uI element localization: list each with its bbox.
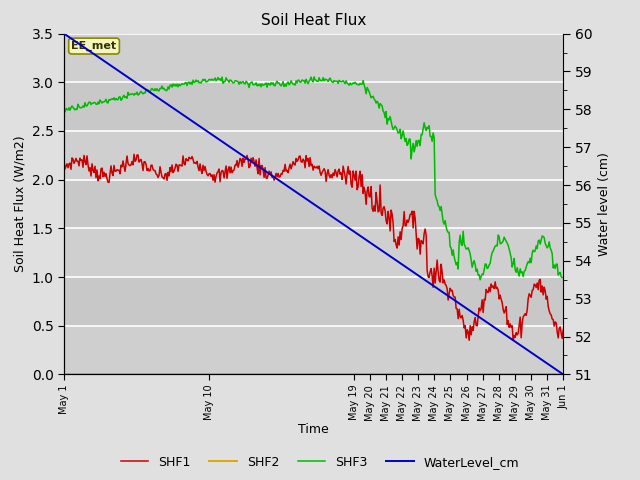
Text: EE_met: EE_met [72, 41, 116, 51]
SHF2 [357, 372, 365, 377]
WaterLevel_cm [547, 363, 555, 369]
X-axis label: Time: Time [298, 423, 329, 436]
SHF1 [298, 159, 306, 165]
SHF1 [332, 167, 339, 172]
SHF3 [297, 79, 305, 85]
WaterLevel_cm [357, 234, 365, 240]
WaterLevel_cm [330, 215, 338, 221]
SHF2 [330, 372, 338, 377]
SHF3 [310, 74, 318, 80]
Y-axis label: Soil Heat Flux (W/m2): Soil Heat Flux (W/m2) [13, 136, 26, 272]
Bar [64, 180, 563, 228]
SHF3 [300, 78, 308, 84]
Legend: SHF1, SHF2, SHF3, WaterLevel_cm: SHF1, SHF2, SHF3, WaterLevel_cm [115, 451, 525, 474]
SHF3 [559, 275, 567, 280]
Bar [64, 82, 563, 131]
SHF1 [130, 152, 138, 157]
SHF3 [358, 81, 366, 87]
SHF3 [476, 277, 484, 283]
SHF1 [549, 317, 557, 323]
Bar [64, 34, 563, 82]
WaterLevel_cm [300, 194, 308, 200]
WaterLevel_cm [297, 192, 305, 198]
SHF2 [297, 372, 305, 377]
SHF2 [469, 372, 477, 377]
SHF2 [60, 372, 68, 377]
SHF3 [332, 78, 339, 84]
WaterLevel_cm [559, 372, 567, 377]
Line: WaterLevel_cm: WaterLevel_cm [64, 34, 563, 374]
SHF3 [549, 265, 557, 271]
Bar [64, 228, 563, 277]
Bar [64, 277, 563, 326]
SHF1 [471, 315, 479, 321]
Bar [64, 131, 563, 180]
SHF1 [559, 327, 567, 333]
Line: SHF1: SHF1 [64, 155, 563, 340]
SHF1 [358, 172, 366, 178]
Bar [64, 326, 563, 374]
SHF2 [300, 372, 308, 377]
SHF3 [60, 105, 68, 110]
WaterLevel_cm [60, 31, 68, 36]
SHF1 [465, 337, 473, 343]
Title: Soil Heat Flux: Soil Heat Flux [261, 13, 366, 28]
SHF3 [470, 258, 478, 264]
SHF2 [559, 372, 567, 377]
SHF1 [301, 165, 309, 171]
SHF2 [547, 372, 555, 377]
Y-axis label: Water level (cm): Water level (cm) [598, 152, 611, 256]
WaterLevel_cm [469, 310, 477, 316]
Line: SHF3: SHF3 [64, 77, 563, 280]
SHF1 [60, 158, 68, 164]
